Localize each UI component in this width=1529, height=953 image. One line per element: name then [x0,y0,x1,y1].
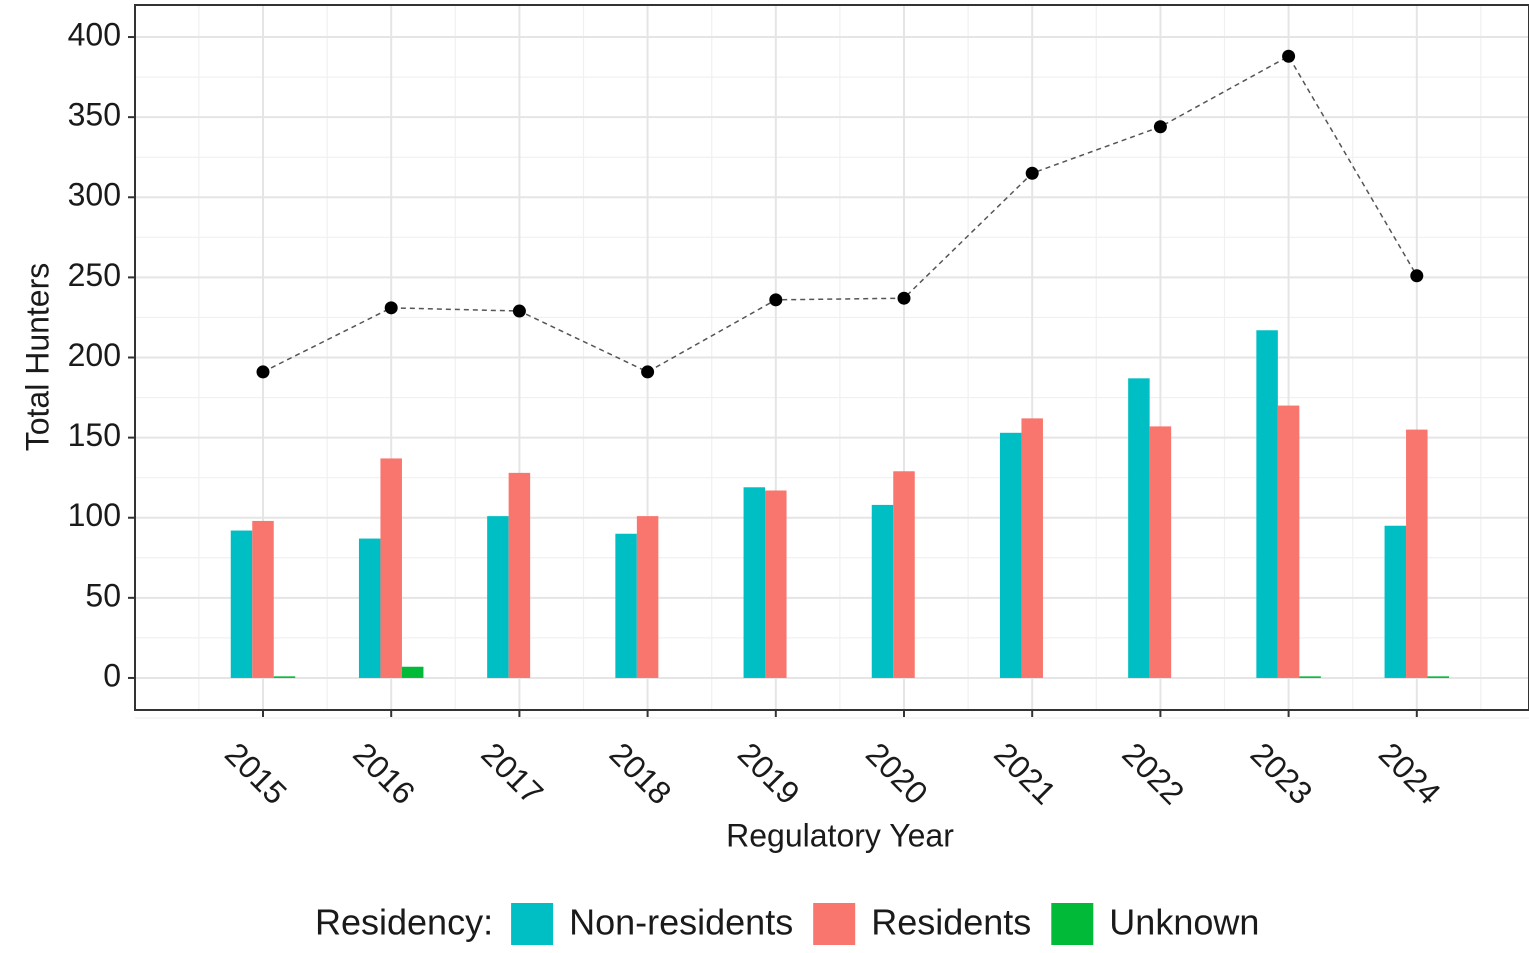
y-tick-label: 300 [68,177,121,213]
bar [358,538,381,678]
bar [765,490,787,678]
bar [615,533,637,678]
x-tick-label: 2023 [1244,735,1320,811]
bar [508,472,531,678]
bar [1406,429,1428,678]
x-tick-label: 2021 [987,735,1063,811]
bar [1256,330,1278,678]
y-tick-label: 100 [68,497,121,533]
x-axis-title: Regulatory Year [726,817,954,853]
legend-label: Residents [871,902,1031,943]
legend-swatch [511,903,554,945]
x-tick-label: 2019 [731,735,807,811]
bar [893,471,915,678]
total-point [1282,49,1296,63]
bar [999,432,1022,678]
total-point [897,291,911,305]
total-point [1153,120,1167,134]
y-tick-label: 50 [85,577,121,613]
y-tick-label: 250 [68,257,121,293]
total-line [262,55,1418,373]
bar [743,487,766,678]
bar [230,530,253,678]
bar [1299,676,1321,678]
legend-swatch [813,903,856,945]
bar [1277,405,1300,678]
y-tick-label: 150 [68,417,121,453]
total-point [1410,269,1424,283]
total-point [769,293,783,307]
bar [273,676,296,678]
bar [871,504,894,678]
bar [1427,676,1450,678]
y-tick-label: 400 [68,16,121,52]
y-tick-label: 200 [68,337,121,373]
legend-swatch [1051,903,1094,945]
y-axis-title: Total Hunters [19,263,55,452]
bar [487,516,509,678]
y-tick-label: 350 [68,97,121,133]
x-tick-label: 2015 [218,735,294,811]
x-tick-label: 2022 [1115,735,1191,811]
legend-title: Residency: [315,902,493,943]
bar [1384,525,1407,678]
legend-label: Unknown [1109,902,1259,943]
bar [1128,378,1150,678]
total-point [384,301,398,315]
x-tick-label: 2024 [1372,735,1448,811]
bar [380,458,402,678]
x-tick-label: 2020 [859,735,935,811]
x-tick-label: 2017 [474,735,550,811]
legend-label: Non-residents [569,902,793,943]
bar [252,520,274,678]
total-point [641,365,655,379]
bar [636,516,659,678]
total-point [256,365,270,379]
total-point [512,304,526,318]
total-point [1025,166,1039,180]
plot-border [134,4,1529,711]
x-tick-label: 2016 [346,735,422,811]
bar [1149,426,1172,678]
x-tick-label: 2018 [603,735,679,811]
bar [401,666,424,678]
bar [1021,418,1043,678]
y-tick-label: 0 [103,657,121,693]
